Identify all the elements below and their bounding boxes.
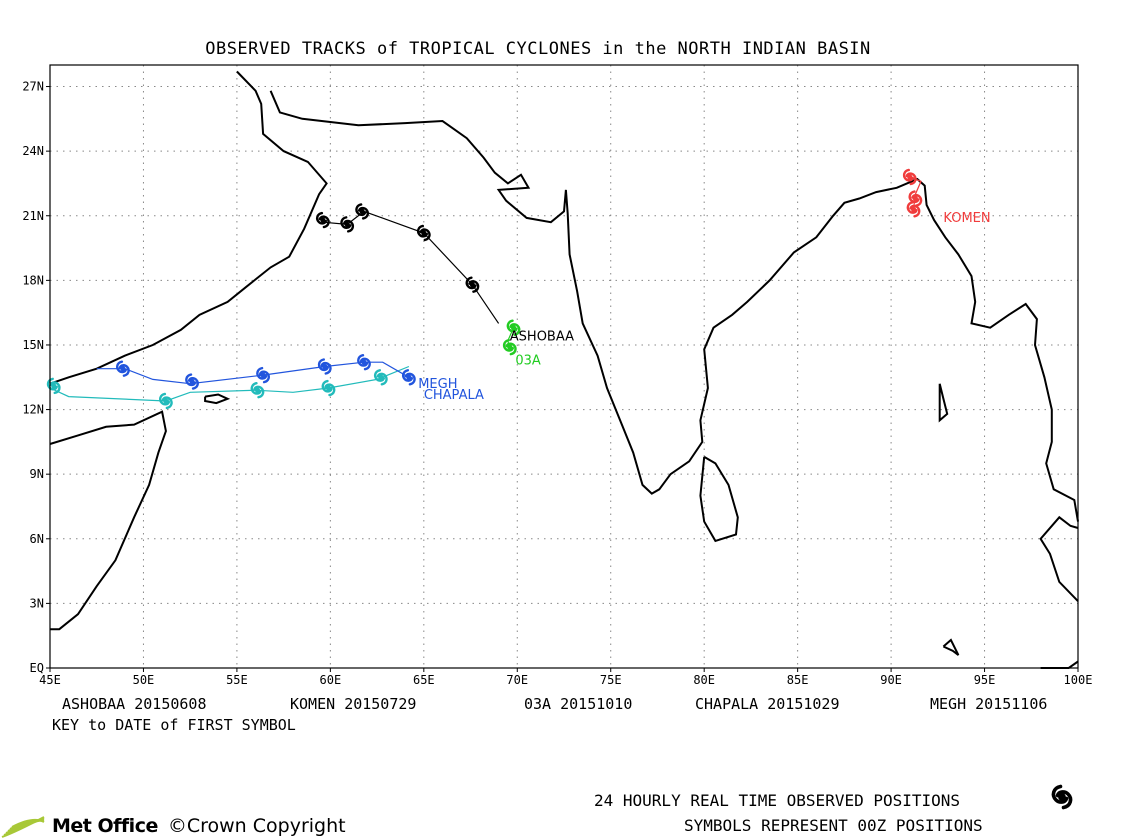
storm-label-megh: MEGH [418,377,457,392]
cyclone-marker-megh [256,366,270,384]
cyclone-marker-megh [357,353,371,371]
lon-tick-label: 60E [320,673,342,687]
key-03a: 03A 20151010 [524,695,633,713]
lat-tick-label: 15N [22,338,44,352]
key-megh: MEGH 20151106 [930,695,1048,713]
cyclone-marker-ashobaa [465,276,480,293]
coastline-segment [938,383,949,423]
lat-tick-label: 12N [22,403,44,417]
lon-tick-label: 70E [506,673,528,687]
gridlines [50,65,1078,668]
lat-tick-label: 21N [22,209,44,223]
cyclone-marker-komen [906,201,921,218]
lon-tick-label: 45E [39,673,61,687]
copyright-text: ©Crown Copyright [167,815,346,837]
key-ashobaa: ASHOBAA 20150608 [62,695,207,713]
cyclone-marker-ashobaa [340,216,355,233]
symbols-note: SYMBOLS REPRESENT 00Z POSITIONS [684,816,983,835]
lon-tick-label: 95E [974,673,996,687]
lon-tick-label: 50E [133,673,155,687]
lon-tick-label: 80E [693,673,715,687]
cyclone-marker-ashobaa [416,224,431,242]
lat-tick-label: 18N [22,273,44,287]
cyclone-marker-chapala [159,392,173,410]
lat-tick-label: 24N [22,144,44,158]
key-caption: KEY to DATE of FIRST SYMBOL [52,716,296,734]
coastline-segment [269,90,1079,522]
cyclone-marker-chapala [321,379,336,397]
lon-tick-label: 55E [226,673,248,687]
map-frame [49,64,1079,669]
cyclone-marker-chapala [373,369,388,386]
brand-name: Met Office [52,815,158,837]
latitude-ticks: EQ 3N 6N 9N 12N 15N 18N 21N 24N 27N [22,80,50,675]
coastline-segment [1039,515,1079,602]
cyclone-marker-ashobaa [355,203,370,220]
lon-tick-label: 85E [787,673,809,687]
cyclone-marker-chapala [250,381,265,399]
storm-tracks [46,168,923,410]
cyclone-marker-megh [185,373,199,390]
positions-note: 24 HOURLY REAL TIME OBSERVED POSITIONS [594,791,961,810]
storm-label-ashobaa: ASHOBAA [510,330,574,345]
storm-label-03a: 03A [515,353,541,368]
longitude-ticks: 45E 50E 55E 60E 65E 70E 75E 80E 85E 90E 95E 100E [39,668,1092,687]
coastline-segment [204,393,231,405]
lat-tick-label: 27N [22,80,44,94]
cyclone-marker-komen [908,190,923,207]
cyclone-marker-03a [502,338,517,356]
key-chapala: CHAPALA 20151029 [695,695,840,713]
cyclone-symbol-icon [1051,784,1073,810]
storm-label-chapala: CHAPALA [424,388,484,403]
lat-tick-label: 6N [30,532,44,546]
cyclone-symbol-legend [1051,784,1073,810]
cyclone-marker-megh [401,369,416,386]
coastline-segment [1040,660,1079,669]
lat-tick-label: 3N [30,596,44,610]
map-title: OBSERVED TRACKS of TROPICAL CYCLONES in … [205,39,871,59]
lon-tick-label: 75E [600,673,622,687]
cyclone-marker-megh [317,358,332,375]
coastline-segment [942,638,960,656]
lon-tick-label: 100E [1064,673,1093,687]
key-komen: KOMEN 20150729 [290,695,417,713]
coastline-segment [49,70,328,385]
track-line-chapala [49,365,410,402]
met-office-swoosh-icon [1,816,45,838]
storm-label-komen: KOMEN [943,211,990,226]
lat-tick-label: 9N [30,467,44,481]
cyclone-marker-ashobaa [316,211,330,229]
coastline-segment [699,456,739,543]
lon-tick-label: 65E [413,673,435,687]
met-office-logo: Met Office ©Crown Copyright [0,812,346,840]
coastline-segment [49,410,167,631]
cyclone-marker-03a [506,319,521,336]
cyclone-marker-komen [902,168,917,186]
cyclone-marker-megh [116,360,130,377]
lat-tick-label: EQ [30,661,44,675]
coastlines [49,70,1079,669]
lon-tick-label: 90E [880,673,902,687]
